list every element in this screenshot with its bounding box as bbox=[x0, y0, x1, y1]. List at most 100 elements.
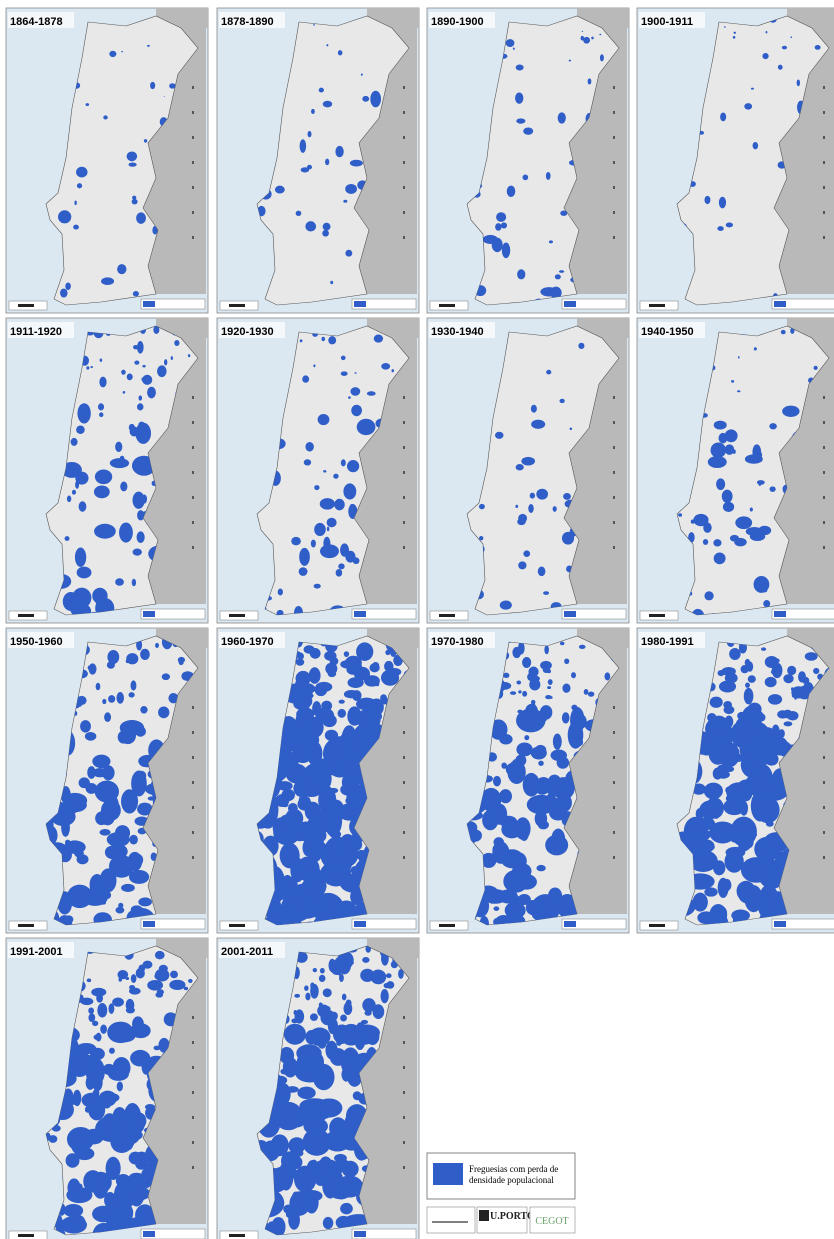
border-tick bbox=[192, 136, 194, 139]
loss-area bbox=[316, 1098, 343, 1117]
loss-area bbox=[291, 1149, 304, 1157]
loss-area bbox=[321, 866, 333, 874]
border-tick bbox=[613, 86, 615, 89]
loss-area bbox=[340, 543, 349, 556]
loss-area bbox=[286, 1086, 298, 1093]
loss-area bbox=[578, 343, 584, 349]
loss-area bbox=[361, 74, 363, 76]
loss-area bbox=[340, 660, 355, 669]
loss-area bbox=[104, 712, 111, 722]
loss-area bbox=[518, 561, 526, 569]
loss-area bbox=[501, 222, 507, 228]
loss-area bbox=[735, 516, 752, 529]
loss-area bbox=[336, 967, 339, 970]
border-tick bbox=[192, 496, 194, 499]
loss-area bbox=[763, 600, 770, 607]
loss-area bbox=[320, 544, 339, 558]
border-tick bbox=[823, 781, 825, 784]
loss-area bbox=[76, 425, 85, 433]
loss-area bbox=[564, 658, 569, 664]
loss-area bbox=[710, 697, 723, 708]
loss-area bbox=[493, 776, 501, 787]
border-tick bbox=[192, 211, 194, 214]
loss-area bbox=[523, 550, 530, 557]
scale-bar bbox=[229, 304, 245, 307]
loss-area bbox=[340, 1203, 353, 1214]
loss-area bbox=[726, 795, 733, 802]
loss-area bbox=[757, 480, 765, 485]
loss-area bbox=[88, 1013, 95, 1022]
border-tick bbox=[613, 831, 615, 834]
loss-area bbox=[562, 683, 570, 692]
loss-area bbox=[318, 1156, 333, 1180]
loss-area bbox=[347, 460, 359, 472]
loss-area bbox=[154, 973, 160, 980]
loss-area bbox=[381, 989, 389, 1003]
border-tick bbox=[192, 856, 194, 859]
loss-area bbox=[704, 591, 713, 600]
period-label: 1960-1970 bbox=[221, 636, 274, 648]
loss-area bbox=[528, 504, 534, 513]
loss-area bbox=[140, 649, 150, 660]
loss-area bbox=[310, 982, 314, 989]
border-tick bbox=[613, 111, 615, 114]
loss-area bbox=[114, 788, 118, 795]
loss-area bbox=[531, 420, 545, 429]
loss-area bbox=[86, 103, 90, 106]
loss-area bbox=[540, 661, 552, 670]
loss-area bbox=[538, 567, 546, 577]
loss-area bbox=[500, 600, 512, 609]
loss-area bbox=[305, 221, 316, 231]
scale-bar bbox=[439, 924, 455, 927]
loss-area bbox=[370, 91, 381, 108]
border-tick bbox=[403, 1041, 405, 1044]
loss-area bbox=[723, 502, 734, 512]
loss-area bbox=[530, 675, 540, 682]
loss-area bbox=[127, 374, 133, 381]
loss-area bbox=[731, 720, 761, 749]
loss-area bbox=[112, 1062, 131, 1074]
loss-area bbox=[516, 64, 524, 70]
border-tick bbox=[403, 1016, 405, 1019]
loss-area bbox=[141, 377, 146, 381]
loss-area bbox=[599, 34, 601, 36]
border-tick bbox=[192, 1141, 194, 1144]
loss-area bbox=[63, 592, 79, 611]
loss-area bbox=[339, 974, 344, 982]
loss-area bbox=[131, 680, 137, 690]
loss-area bbox=[122, 725, 127, 729]
loss-area bbox=[355, 372, 357, 374]
loss-area bbox=[120, 727, 136, 744]
loss-area bbox=[329, 788, 338, 793]
loss-area bbox=[348, 396, 351, 398]
loss-area bbox=[174, 340, 179, 346]
loss-area bbox=[391, 369, 394, 372]
loss-area bbox=[724, 706, 735, 715]
loss-area bbox=[65, 536, 70, 541]
loss-area bbox=[75, 481, 79, 489]
loss-area bbox=[118, 977, 122, 981]
loss-area bbox=[127, 151, 138, 161]
loss-area bbox=[113, 1142, 118, 1151]
border-tick bbox=[823, 186, 825, 189]
loss-area bbox=[324, 803, 339, 813]
loss-area bbox=[67, 885, 92, 909]
loss-area bbox=[538, 761, 543, 766]
loss-area bbox=[71, 438, 78, 446]
loss-area bbox=[724, 26, 726, 28]
loss-area bbox=[147, 387, 156, 399]
loss-area bbox=[323, 988, 332, 997]
loss-area bbox=[734, 538, 746, 547]
loss-area bbox=[330, 1012, 338, 1021]
loss-area bbox=[77, 704, 82, 707]
loss-area bbox=[351, 405, 362, 416]
loss-area bbox=[360, 969, 374, 982]
loss-area bbox=[129, 835, 137, 845]
border-tick bbox=[613, 496, 615, 499]
loss-area bbox=[87, 979, 91, 983]
loss-area bbox=[479, 536, 483, 540]
loss-area bbox=[277, 1083, 290, 1104]
loss-area bbox=[287, 892, 309, 912]
loss-area bbox=[107, 1022, 134, 1044]
loss-area bbox=[139, 395, 143, 400]
